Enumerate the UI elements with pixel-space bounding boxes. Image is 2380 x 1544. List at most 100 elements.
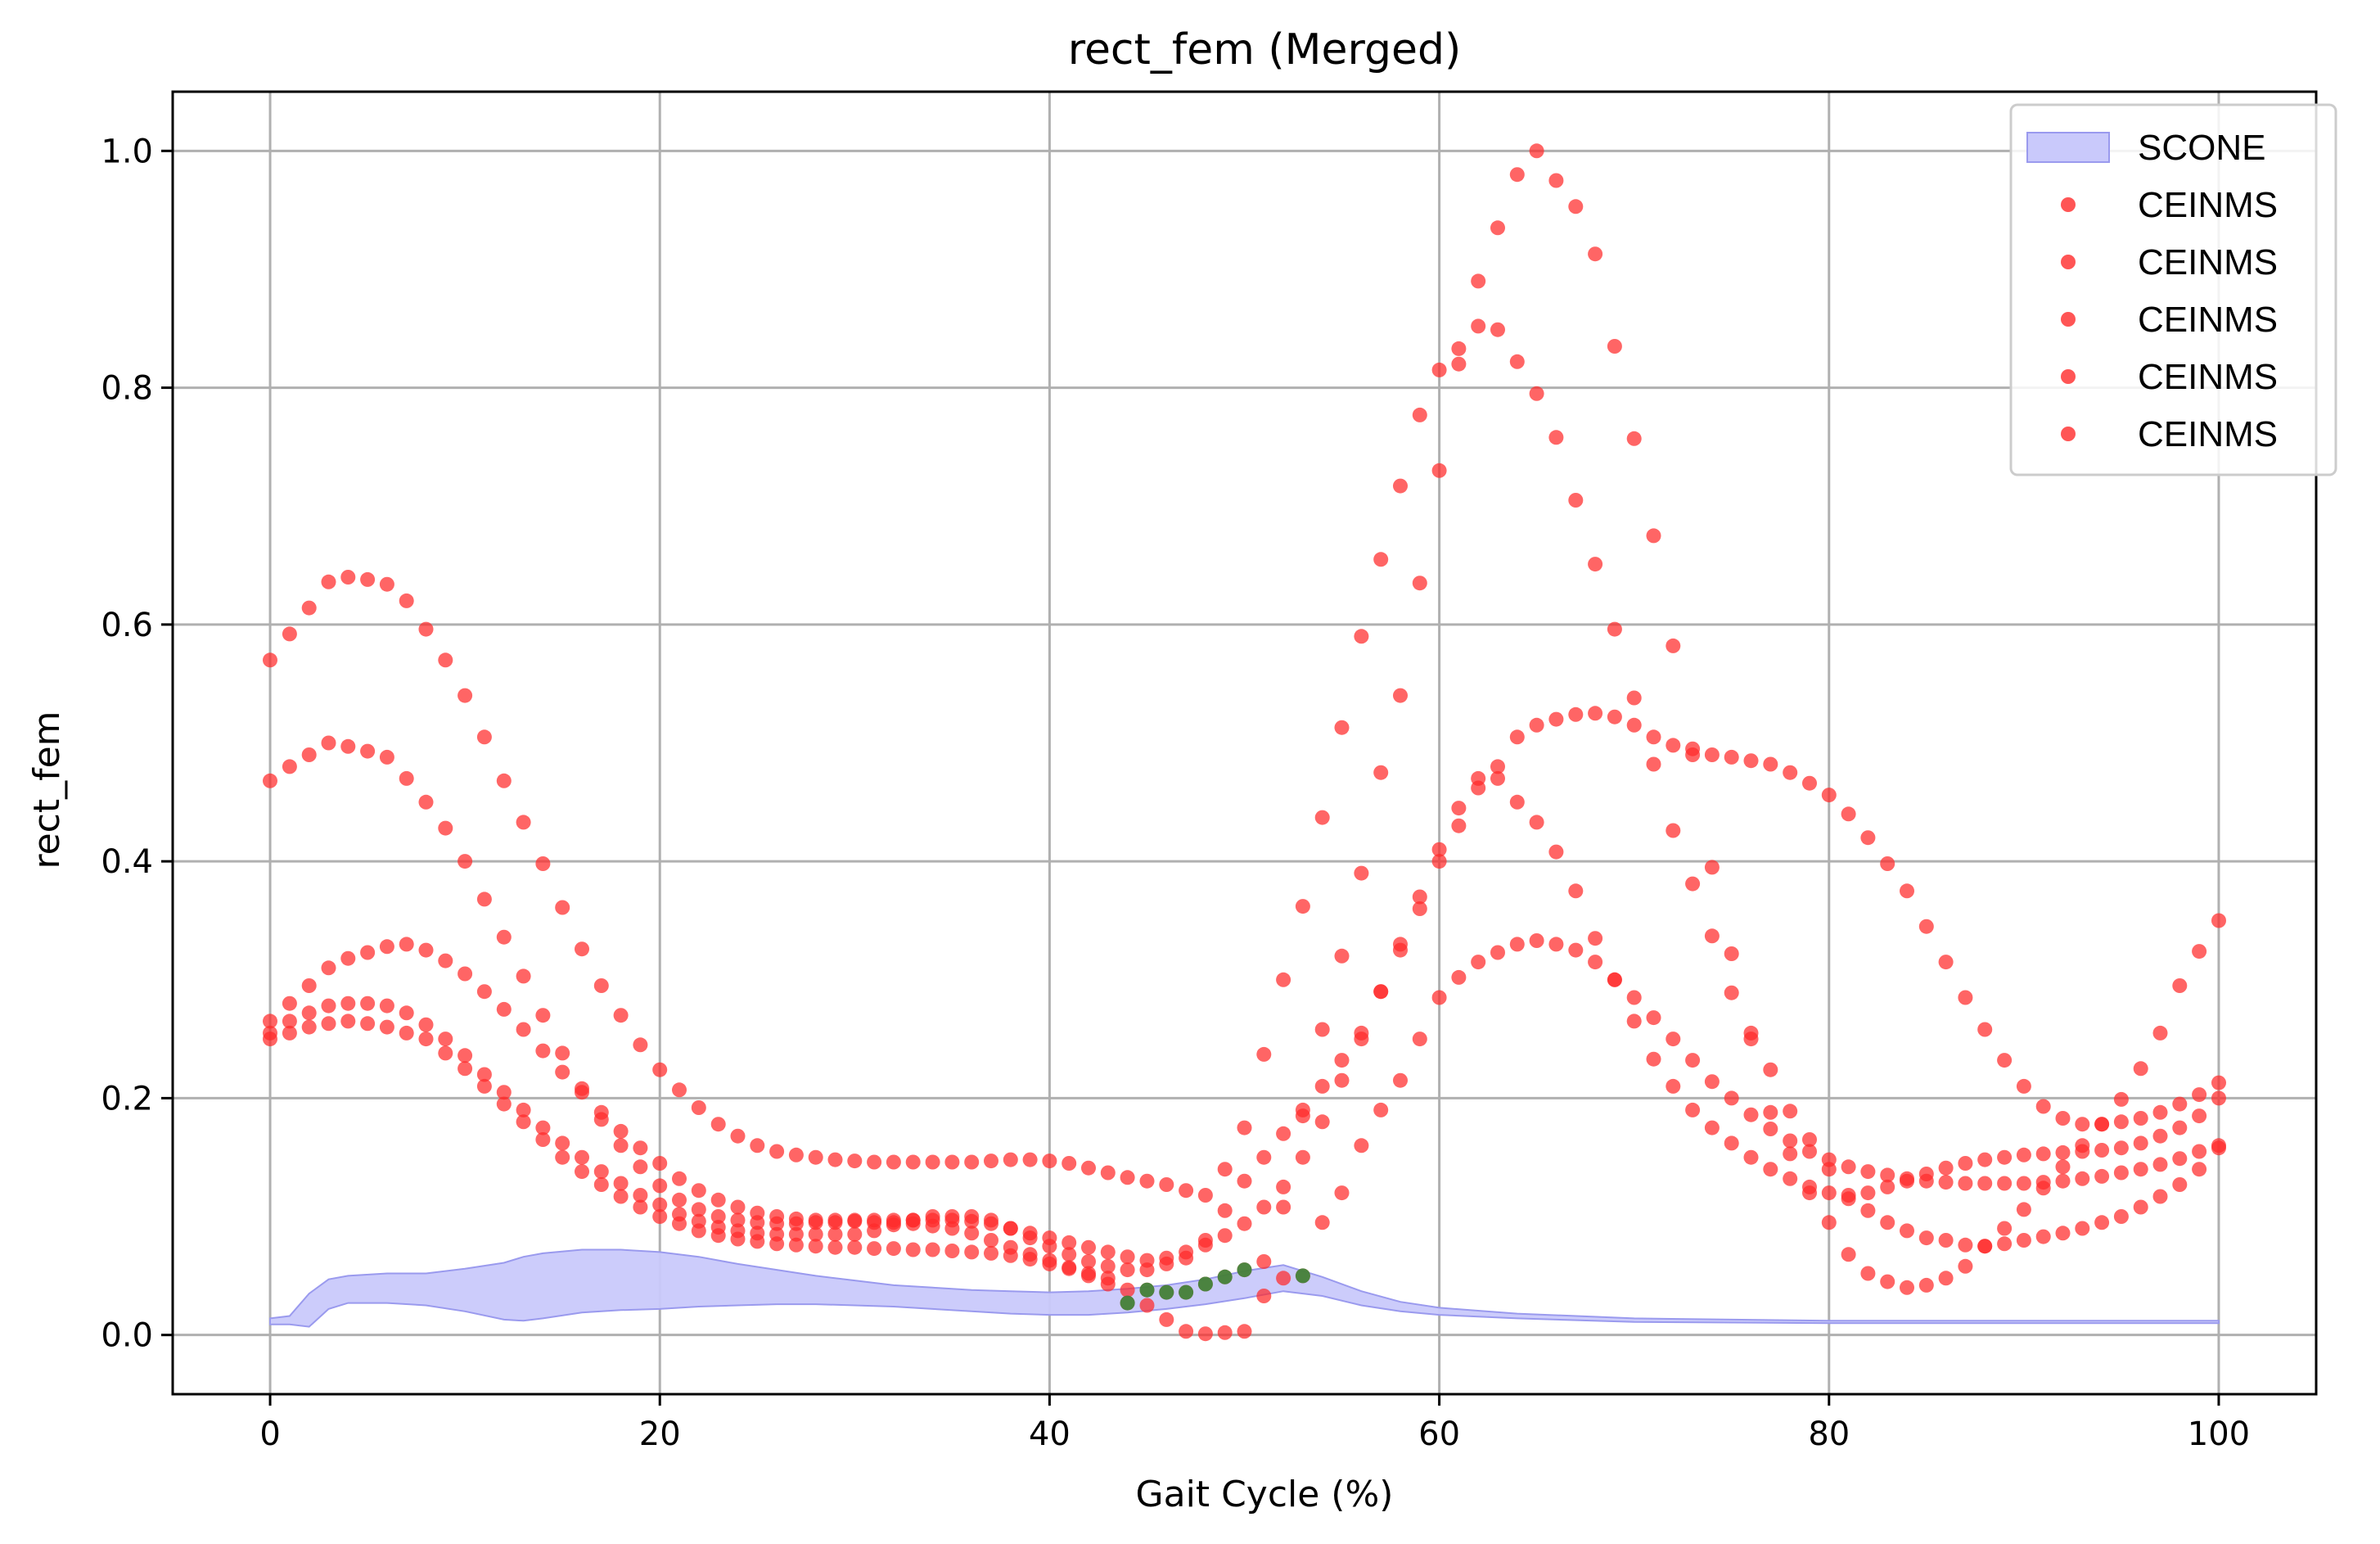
data-point	[1763, 1162, 1778, 1177]
data-point	[691, 1100, 706, 1115]
data-point	[301, 747, 317, 762]
data-point	[458, 688, 473, 703]
data-point	[769, 1209, 785, 1224]
data-point	[301, 978, 317, 993]
data-point	[964, 1154, 980, 1170]
data-point	[1568, 199, 1584, 214]
data-point	[613, 1123, 629, 1139]
data-point	[1120, 1249, 1135, 1265]
data-point	[575, 1149, 589, 1165]
legend-marker-ceinms	[2061, 197, 2076, 212]
overlap-point	[1159, 1284, 1174, 1300]
data-point	[1958, 990, 1973, 1005]
data-point	[1918, 1230, 1934, 1246]
data-point	[1509, 167, 1525, 183]
data-point	[1256, 1149, 1272, 1165]
data-point	[1588, 955, 1603, 970]
data-point	[1256, 1289, 1272, 1303]
data-point	[1666, 1032, 1681, 1047]
data-point	[1276, 1126, 1291, 1141]
data-point	[1802, 1144, 1817, 1159]
data-point	[1763, 1104, 1778, 1120]
data-point	[1159, 1311, 1174, 1327]
overlap-point	[1179, 1284, 1194, 1300]
data-point	[2055, 1111, 2071, 1126]
data-point	[652, 1062, 668, 1077]
data-point	[1997, 1176, 2013, 1191]
data-point	[964, 1226, 980, 1241]
data-point	[1900, 1171, 1914, 1186]
legend-box	[2009, 103, 2337, 476]
data-point	[1646, 528, 1661, 544]
data-point	[555, 900, 570, 915]
data-point	[867, 1223, 882, 1239]
data-point	[496, 1096, 512, 1112]
data-point	[1958, 1237, 1973, 1253]
data-point	[1685, 1053, 1701, 1068]
data-point	[925, 1154, 940, 1170]
data-point	[691, 1183, 706, 1199]
data-point	[1197, 1233, 1213, 1248]
data-point	[1666, 1078, 1681, 1094]
data-point	[1860, 1164, 1876, 1180]
data-point	[1179, 1183, 1194, 1199]
data-point	[672, 1171, 687, 1186]
data-point	[535, 1008, 551, 1023]
data-point	[1256, 1254, 1272, 1269]
data-point	[1314, 1022, 1330, 1037]
data-point	[672, 1216, 687, 1231]
data-point	[1412, 1032, 1427, 1047]
data-point	[2152, 1157, 2168, 1172]
data-point	[1763, 756, 1778, 772]
data-point	[399, 937, 414, 952]
data-point	[1938, 1271, 1954, 1286]
data-point	[1237, 1216, 1252, 1231]
data-point	[730, 1231, 746, 1247]
data-point	[1217, 1325, 1233, 1340]
data-point	[321, 998, 336, 1014]
data-point	[2016, 1176, 2031, 1191]
legend-label: CEINMS	[2138, 300, 2278, 340]
data-point	[1666, 823, 1681, 838]
data-point	[1548, 844, 1564, 860]
data-point	[1685, 741, 1701, 756]
data-point	[1412, 901, 1427, 916]
data-point	[2055, 1226, 2071, 1241]
data-point	[1179, 1250, 1194, 1266]
data-point	[1880, 1274, 1895, 1289]
data-point	[321, 735, 336, 751]
data-point	[1997, 1221, 2013, 1236]
data-point	[964, 1209, 980, 1224]
data-point	[535, 856, 551, 871]
data-point	[360, 995, 376, 1011]
data-point	[1763, 1062, 1778, 1077]
data-point	[1880, 1179, 1895, 1194]
data-point	[1237, 1120, 1252, 1135]
data-point	[340, 1014, 356, 1029]
data-point	[1548, 430, 1564, 445]
data-point	[730, 1199, 746, 1215]
data-point	[2016, 1202, 2031, 1217]
data-point	[1217, 1162, 1233, 1177]
data-point	[1802, 1132, 1817, 1147]
data-point	[2192, 1087, 2207, 1103]
data-point	[827, 1212, 843, 1228]
data-point	[1314, 810, 1330, 825]
data-point	[263, 652, 277, 668]
data-point	[1276, 1271, 1291, 1286]
data-point	[613, 1138, 629, 1153]
data-point	[1139, 1262, 1155, 1278]
data-point	[769, 1144, 785, 1159]
data-point	[2192, 1162, 2207, 1177]
data-point	[1373, 984, 1389, 1000]
data-point	[1003, 1248, 1018, 1263]
data-point	[2113, 1209, 2129, 1224]
data-point	[1509, 354, 1525, 369]
data-point	[1918, 1277, 1934, 1293]
data-point	[1314, 1078, 1330, 1094]
x-tick-label: 0	[259, 1415, 280, 1453]
data-point	[1334, 1185, 1350, 1201]
data-point	[2094, 1117, 2110, 1132]
data-point	[1451, 341, 1467, 356]
data-point	[282, 995, 297, 1011]
